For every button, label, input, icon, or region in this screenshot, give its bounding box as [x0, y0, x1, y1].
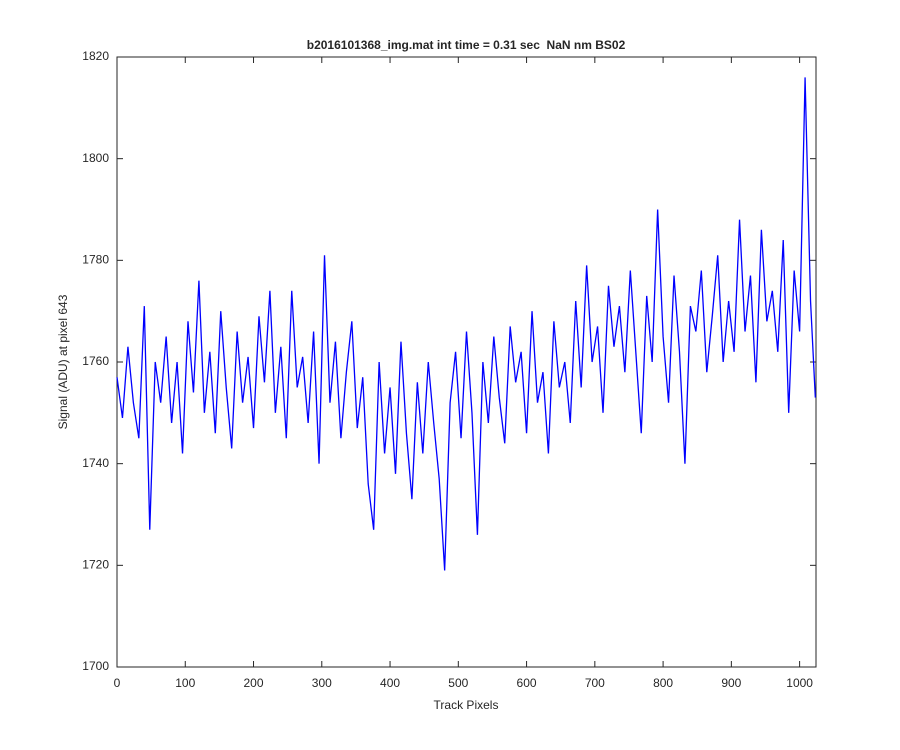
- y-tick-label: 1720: [82, 558, 109, 572]
- x-tick-label: 900: [721, 676, 741, 690]
- x-tick-label: 200: [244, 676, 264, 690]
- y-tick-label: 1800: [82, 151, 109, 165]
- x-tick-label: 700: [585, 676, 605, 690]
- x-tick-label: 1000: [786, 676, 813, 690]
- x-tick-label: 600: [517, 676, 537, 690]
- x-tick-label: 500: [448, 676, 468, 690]
- y-tick-label: 1820: [82, 49, 109, 63]
- y-tick-label: 1740: [82, 456, 109, 470]
- x-axis-label: Track Pixels: [434, 698, 499, 712]
- x-tick-label: 100: [175, 676, 195, 690]
- y-tick-label: 1780: [82, 253, 109, 267]
- y-tick-label: 1760: [82, 354, 109, 368]
- x-tick-label: 0: [114, 676, 121, 690]
- plot-area: [116, 56, 817, 668]
- x-tick-label: 300: [312, 676, 332, 690]
- x-tick-label: 400: [380, 676, 400, 690]
- y-axis-label: Signal (ADU) at pixel 643: [56, 294, 70, 429]
- chart-title: b2016101368_img.mat int time = 0.31 sec …: [307, 38, 626, 52]
- y-tick-label: 1700: [82, 659, 109, 673]
- x-tick-label: 800: [653, 676, 673, 690]
- data-line: [116, 77, 816, 571]
